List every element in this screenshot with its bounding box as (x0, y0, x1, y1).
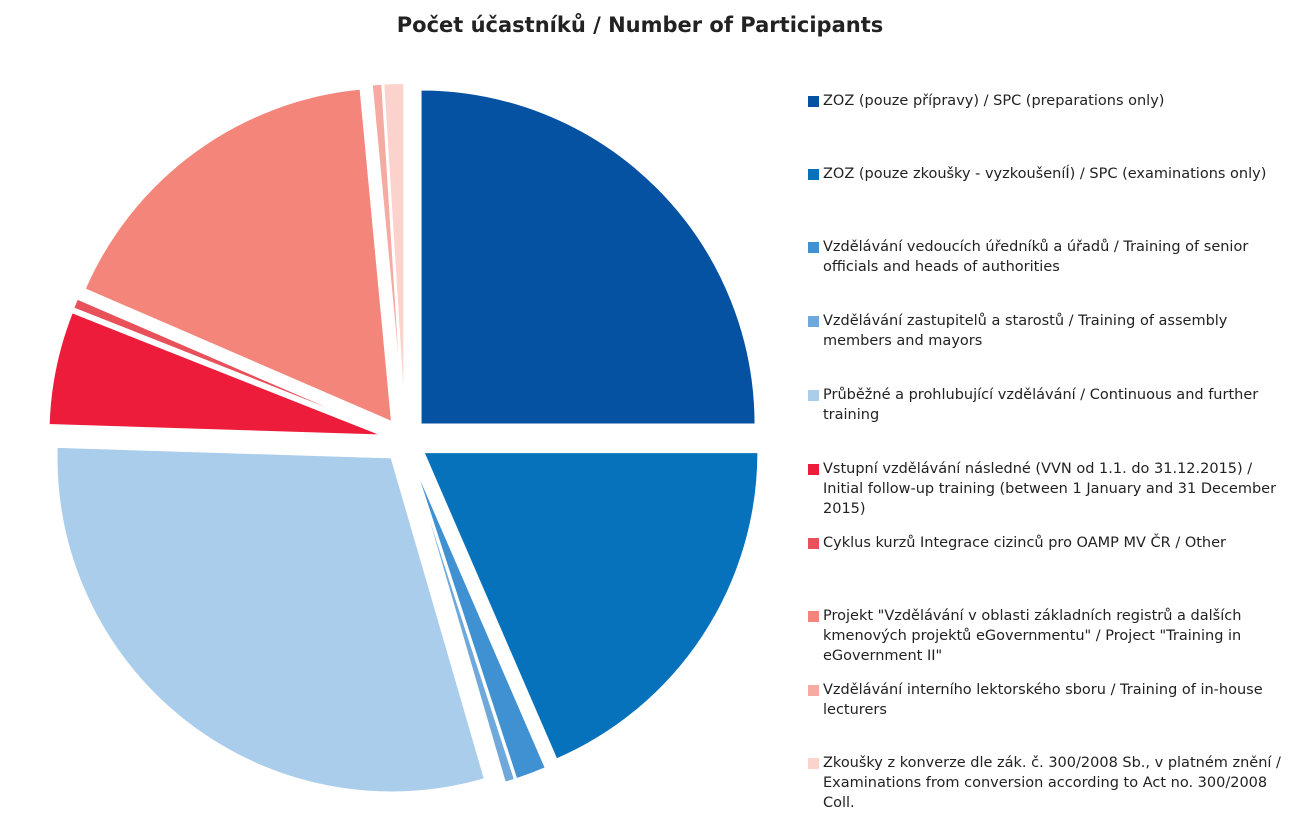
chart-title: Počet účastníků / Number of Participants (397, 13, 883, 37)
pie-slice (419, 88, 757, 426)
pie-slice (71, 297, 386, 433)
legend-label: Vzdělávání zastupitelů a starostů / Trai… (823, 313, 1228, 349)
pie-slice (55, 445, 487, 794)
legend-label: Vzdělávání vedoucích úředníků a úřadů / … (823, 239, 1249, 275)
legend-label: Průběžné a prohlubující vzdělávání / Con… (823, 387, 1259, 423)
legend-label: Vstupní vzdělávání následné (VVN od 1.1.… (823, 461, 1277, 517)
legend-label: Cyklus kurzů Integrace cizinců pro OAMP … (823, 535, 1227, 551)
legend-swatch (808, 169, 819, 180)
legend-item: Zkoušky z konverze dle zák. č. 300/2008 … (808, 753, 1288, 813)
legend-label: Vzdělávání interního lektorského sboru /… (823, 682, 1263, 718)
legend-label: Zkoušky z konverze dle zák. č. 300/2008 … (823, 755, 1281, 811)
legend-swatch (808, 96, 819, 107)
pie-slice (370, 82, 405, 419)
pie-slice (83, 87, 394, 424)
legend-label: ZOZ (pouze zkoušky - vyzkoušeníÍ) / SPC … (823, 166, 1267, 182)
legend-item: Cyklus kurzů Integrace cizinců pro OAMP … (808, 533, 1288, 553)
pie-slice (382, 82, 406, 419)
legend-item: Vstupní vzdělávání následné (VVN od 1.1.… (808, 459, 1288, 519)
legend-swatch (808, 316, 819, 327)
legend-item: ZOZ (pouze zkoušky - vyzkoušeníÍ) / SPC … (808, 164, 1288, 184)
legend-item: ZOZ (pouze přípravy) / SPC (preparations… (808, 91, 1288, 111)
pie-slice (411, 460, 548, 781)
legend-swatch (808, 758, 819, 769)
legend-swatch (808, 685, 819, 696)
legend-swatch (808, 611, 819, 622)
pie-slice (421, 451, 760, 761)
pie-slice (410, 460, 517, 784)
legend-swatch (808, 390, 819, 401)
legend-item: Vzdělávání interního lektorského sboru /… (808, 680, 1288, 720)
legend-label: Projekt "Vzdělávání v oblasti základních… (823, 608, 1242, 664)
legend-item: Projekt "Vzdělávání v oblasti základních… (808, 606, 1288, 666)
legend-item: Průběžné a prohlubující vzdělávání / Con… (808, 385, 1288, 425)
legend-swatch (808, 538, 819, 549)
legend-swatch (808, 242, 819, 253)
legend-item: Vzdělávání vedoucích úředníků a úřadů / … (808, 237, 1288, 277)
legend-label: ZOZ (pouze přípravy) / SPC (preparations… (823, 93, 1165, 109)
legend-swatch (808, 464, 819, 475)
legend-item: Vzdělávání zastupitelů a starostů / Trai… (808, 311, 1288, 351)
pie-slice (47, 310, 384, 437)
